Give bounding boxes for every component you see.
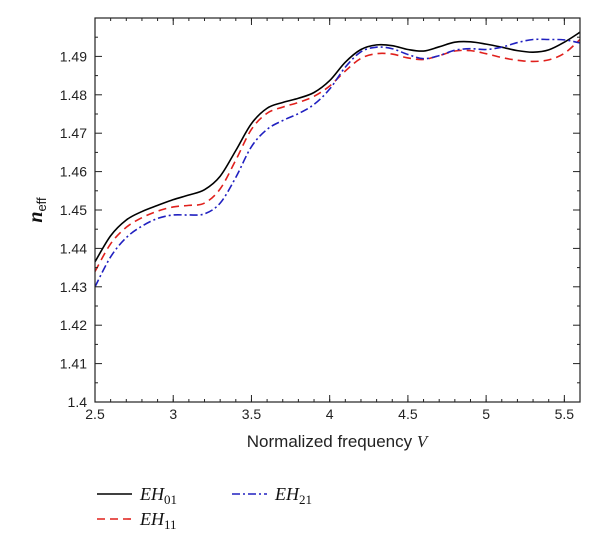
y-tick-label: 1.4 (68, 394, 88, 410)
plot-frame (94, 17, 581, 403)
legend-label-eh21: EH21 (274, 484, 312, 507)
x-tick-label: 4 (326, 406, 334, 422)
x-tick-label: 5.5 (555, 406, 575, 422)
series-line-eh01 (95, 31, 580, 263)
curves-layer (95, 31, 580, 288)
y-tick-label: 1.44 (60, 240, 87, 256)
y-tick-label: 1.47 (60, 125, 87, 141)
legend-label-eh11: EH11 (139, 509, 177, 532)
tick-labels-layer: 2.5 3 3.5 4 4.5 5 5.5 1.4 1.41 1.42 1.43 1.44 1.45 1.… (60, 48, 575, 422)
legend-label-sub: 01 (164, 492, 177, 507)
x-tick-label: 3 (169, 406, 177, 422)
x-tick-label: 2.5 (85, 406, 105, 422)
series-line-eh21 (95, 38, 580, 288)
x-axis-label-text: Normalized frequency (247, 432, 417, 451)
y-axis-label-main: n (25, 212, 47, 223)
y-tick-label: 1.49 (60, 48, 87, 64)
legend-label-main: EH (139, 509, 165, 529)
x-tick-label: 5 (482, 406, 490, 422)
x-axis-label-var: V (417, 432, 430, 451)
y-tick-label: 1.41 (60, 356, 87, 372)
series-line-eh11 (95, 38, 580, 272)
legend-label-sub: 21 (299, 492, 312, 507)
y-tick-label: 1.46 (60, 164, 87, 180)
legend-label-main: EH (139, 484, 165, 504)
legend-label-main: EH (274, 484, 300, 504)
x-tick-label: 4.5 (398, 406, 418, 422)
x-tick-label: 3.5 (242, 406, 262, 422)
legend-label-eh01: EH01 (139, 484, 177, 507)
y-axis-label-sub: eff (34, 197, 49, 212)
y-tick-label: 1.42 (60, 317, 87, 333)
y-tick-label: 1.45 (60, 202, 87, 218)
ticks-layer (94, 17, 581, 403)
x-axis-label: Normalized frequency V (247, 432, 430, 451)
y-tick-label: 1.48 (60, 87, 87, 103)
y-tick-label: 1.43 (60, 279, 87, 295)
y-axis-label: neff (25, 197, 49, 223)
legend-label-sub: 11 (164, 517, 177, 532)
